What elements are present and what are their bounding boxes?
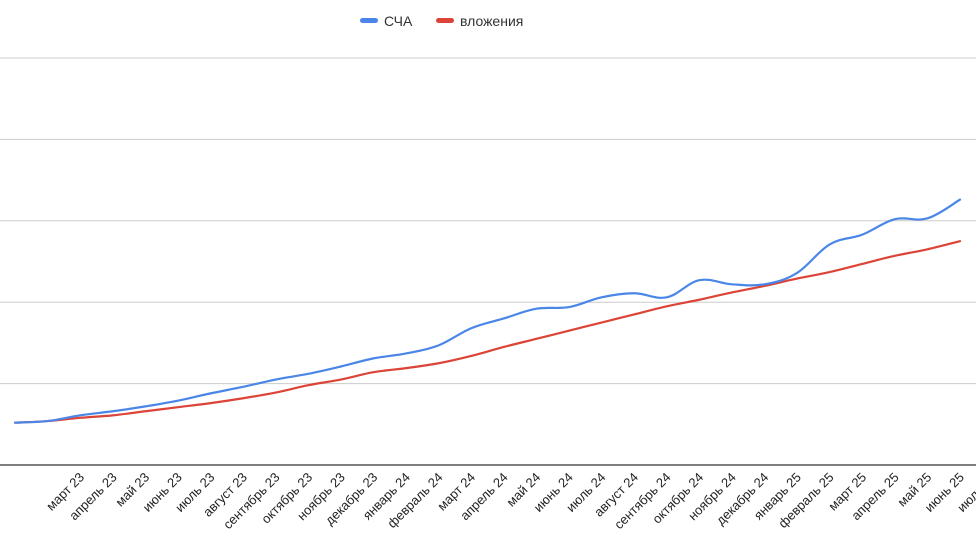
- series-line-1: [13, 198, 962, 424]
- legend-item-1: СЧА: [360, 13, 413, 29]
- legend-label: вложения: [460, 13, 523, 29]
- gridlines: [0, 57, 976, 466]
- legend-item-2: вложения: [436, 13, 523, 29]
- legend: СЧА вложения: [360, 13, 523, 29]
- series-group: [13, 198, 962, 424]
- legend-swatch: [436, 18, 454, 23]
- series-line-2: [13, 240, 962, 424]
- legend-swatch: [360, 18, 378, 23]
- legend-label: СЧА: [384, 13, 413, 29]
